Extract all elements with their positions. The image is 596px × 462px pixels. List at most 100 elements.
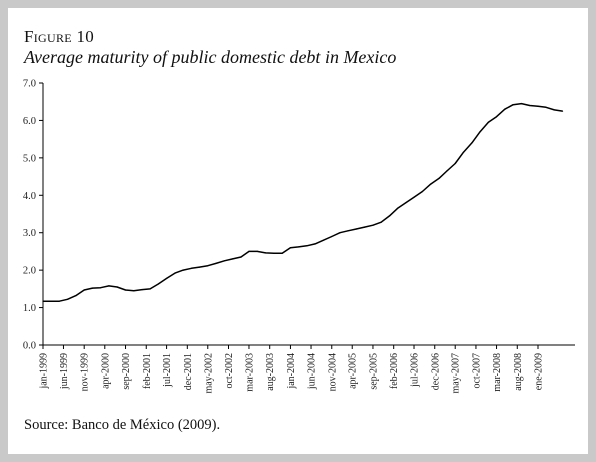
data-point: [223, 260, 225, 262]
data-point: [553, 109, 555, 111]
data-point: [520, 103, 523, 105]
x-tick-label: feb-2001: [142, 353, 153, 389]
y-tick-label: 6.0: [23, 116, 36, 127]
data-point: [322, 239, 325, 241]
data-point: [298, 246, 300, 248]
data-point: [256, 250, 258, 252]
x-tick-label: jan-2004: [286, 353, 297, 390]
y-tick-label: 1.0: [23, 303, 36, 314]
x-tick-label: dec-2001: [183, 353, 194, 390]
data-point: [504, 108, 506, 110]
data-point: [207, 265, 209, 267]
data-point: [372, 224, 374, 226]
data-point: [454, 162, 456, 165]
data-point: [50, 300, 52, 302]
data-point: [314, 243, 316, 245]
x-tick-label: mar-2008: [492, 353, 503, 392]
data-point: [141, 289, 143, 291]
data-point: [495, 116, 498, 118]
x-tick-label: jun-2004: [307, 353, 318, 390]
data-point: [471, 142, 473, 144]
data-point: [438, 177, 440, 179]
plot-area: [42, 102, 564, 302]
data-point: [529, 104, 531, 107]
y-tick-label: 3.0: [23, 228, 36, 239]
x-tick-label: oct-2007: [471, 353, 482, 389]
x-tick-label: jul-2006: [410, 353, 421, 388]
data-point: [413, 196, 415, 198]
data-point: [487, 121, 489, 123]
data-point: [512, 104, 514, 106]
data-point: [273, 252, 275, 254]
data-point: [100, 287, 102, 289]
y-axis-ticks: 0.0 1.0 2.0 3.0 4.0 5.0 6.0 7.0: [23, 79, 43, 352]
data-point: [91, 287, 94, 289]
data-point: [66, 298, 69, 300]
data-point: [240, 256, 242, 258]
data-point: [42, 300, 44, 302]
data-point: [355, 228, 357, 230]
data-point: [157, 283, 159, 285]
data-point: [166, 277, 168, 279]
data-point: [430, 183, 432, 185]
data-point: [215, 262, 217, 264]
series-line: [43, 102, 563, 302]
x-tick-label: may-2007: [451, 353, 462, 394]
x-tick-label: jul-2001: [162, 353, 173, 388]
figure-source: Source: Banco de México (2009).: [24, 417, 221, 433]
y-tick-label: 7.0: [23, 79, 36, 90]
data-point: [405, 202, 407, 204]
data-point: [133, 290, 135, 292]
x-tick-label: may-2002: [203, 353, 214, 394]
x-tick-label: aug-2008: [513, 353, 524, 391]
data-point: [306, 245, 308, 247]
figure-label: Figure 10: [24, 27, 95, 46]
data-point: [331, 235, 333, 238]
x-tick-label: apr-2005: [348, 353, 359, 389]
x-tick-label: apr-2000: [100, 353, 111, 389]
x-tick-label: sep-2000: [121, 353, 132, 390]
data-point: [75, 295, 77, 297]
data-point: [462, 151, 465, 153]
data-point: [83, 289, 85, 291]
data-point: [364, 226, 366, 228]
data-point: [388, 215, 391, 217]
y-tick-label: 4.0: [23, 191, 36, 202]
figure-title: Average maturity of public domestic debt…: [24, 47, 397, 67]
chart-axes: [42, 83, 575, 346]
data-point: [116, 286, 118, 288]
data-point: [232, 258, 234, 260]
x-tick-label: aug-2003: [265, 353, 276, 391]
x-tick-label: mar-2003: [244, 353, 255, 392]
data-point: [561, 110, 564, 112]
data-point: [190, 267, 193, 269]
data-point: [149, 288, 151, 290]
data-point: [446, 170, 448, 172]
data-point: [537, 105, 539, 107]
data-point: [339, 232, 341, 234]
data-point: [396, 207, 399, 209]
data-point: [264, 252, 267, 254]
data-point: [479, 131, 481, 133]
x-tick-label: nov-2004: [327, 353, 338, 391]
data-point: [545, 106, 547, 108]
y-tick-label: 2.0: [23, 266, 36, 277]
data-point: [124, 289, 127, 291]
data-point: [58, 300, 60, 302]
data-point: [174, 272, 176, 274]
data-point: [182, 269, 184, 271]
data-point: [108, 285, 110, 287]
x-tick-label: sep-2005: [368, 353, 379, 390]
x-tick-label: jan-1999: [39, 353, 50, 390]
x-tick-label: jun-1999: [59, 353, 70, 390]
x-axis-ticks: jan-1999 jun-1999 nov-1999 apr-2000 sep-2000…: [39, 345, 545, 394]
data-point: [198, 266, 201, 268]
y-tick-label: 5.0: [23, 153, 36, 164]
y-tick-label: 0.0: [23, 341, 36, 352]
data-point: [421, 190, 423, 193]
data-point: [380, 221, 382, 223]
data-point: [347, 230, 349, 232]
x-tick-label: dec-2006: [430, 353, 441, 390]
